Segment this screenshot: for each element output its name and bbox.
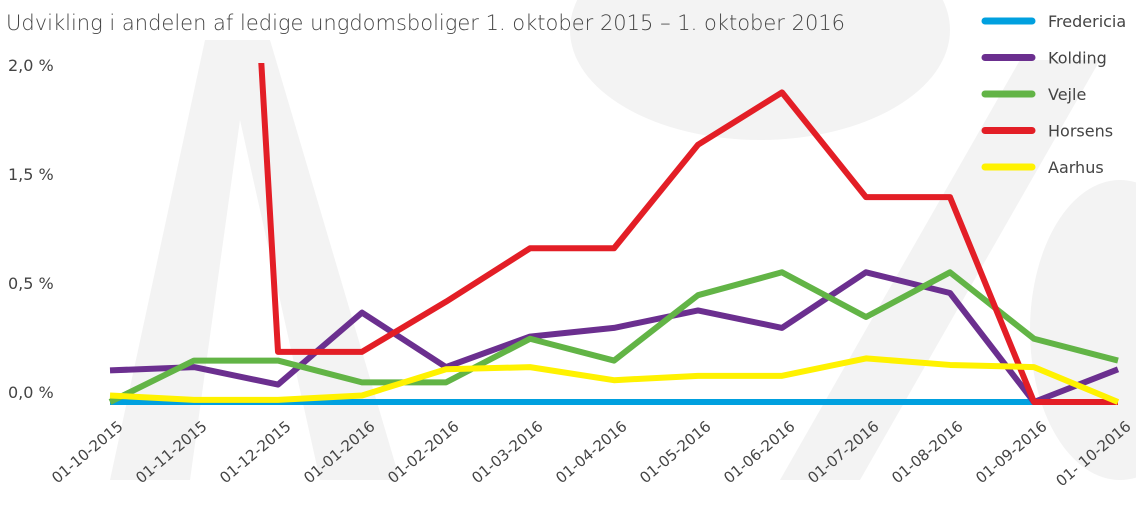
y-tick-label: 1,5 % — [8, 165, 54, 184]
legend: Fredericia Kolding Vejle Horsens Aarhus — [981, 12, 1126, 177]
chart-title: Udvikling i andelen af ledige ungdomsbol… — [6, 11, 845, 35]
watermark-shape — [110, 40, 400, 480]
legend-label: Horsens — [1048, 122, 1113, 141]
y-tick-label: 0,5 % — [8, 274, 54, 293]
series-line — [109, 269, 1120, 405]
series-line — [108, 269, 1119, 405]
legend-label: Fredericia — [1048, 12, 1126, 31]
series-line — [109, 355, 1120, 405]
x-tick-label: 01-12-2015 — [216, 417, 294, 487]
x-tick-label: 01-08-2016 — [888, 417, 966, 487]
x-tick-label: 01-03-2016 — [468, 417, 546, 487]
series-line — [258, 63, 1118, 405]
axis: 0,0 % 0,5 % 1,5 % 2,0 % — [8, 56, 54, 402]
x-tick-label: 01-04-2016 — [552, 417, 630, 487]
plot-area — [108, 63, 1120, 405]
y-tick-label: 2,0 % — [8, 56, 54, 75]
x-tick-label: 01-05-2016 — [636, 417, 714, 487]
watermark-shape — [570, 0, 950, 140]
x-tick-label: 01-02-2016 — [384, 417, 462, 487]
y-tick-label: 0,0 % — [8, 383, 54, 402]
x-axis: 01-10-2015 01-11-2015 01-12-2015 01-01-2016… — [48, 417, 1134, 490]
legend-label: Kolding — [1048, 49, 1107, 68]
legend-label: Aarhus — [1048, 158, 1104, 177]
x-tick-label: 01-09-2016 — [972, 417, 1050, 487]
legend-label: Vejle — [1048, 85, 1086, 104]
